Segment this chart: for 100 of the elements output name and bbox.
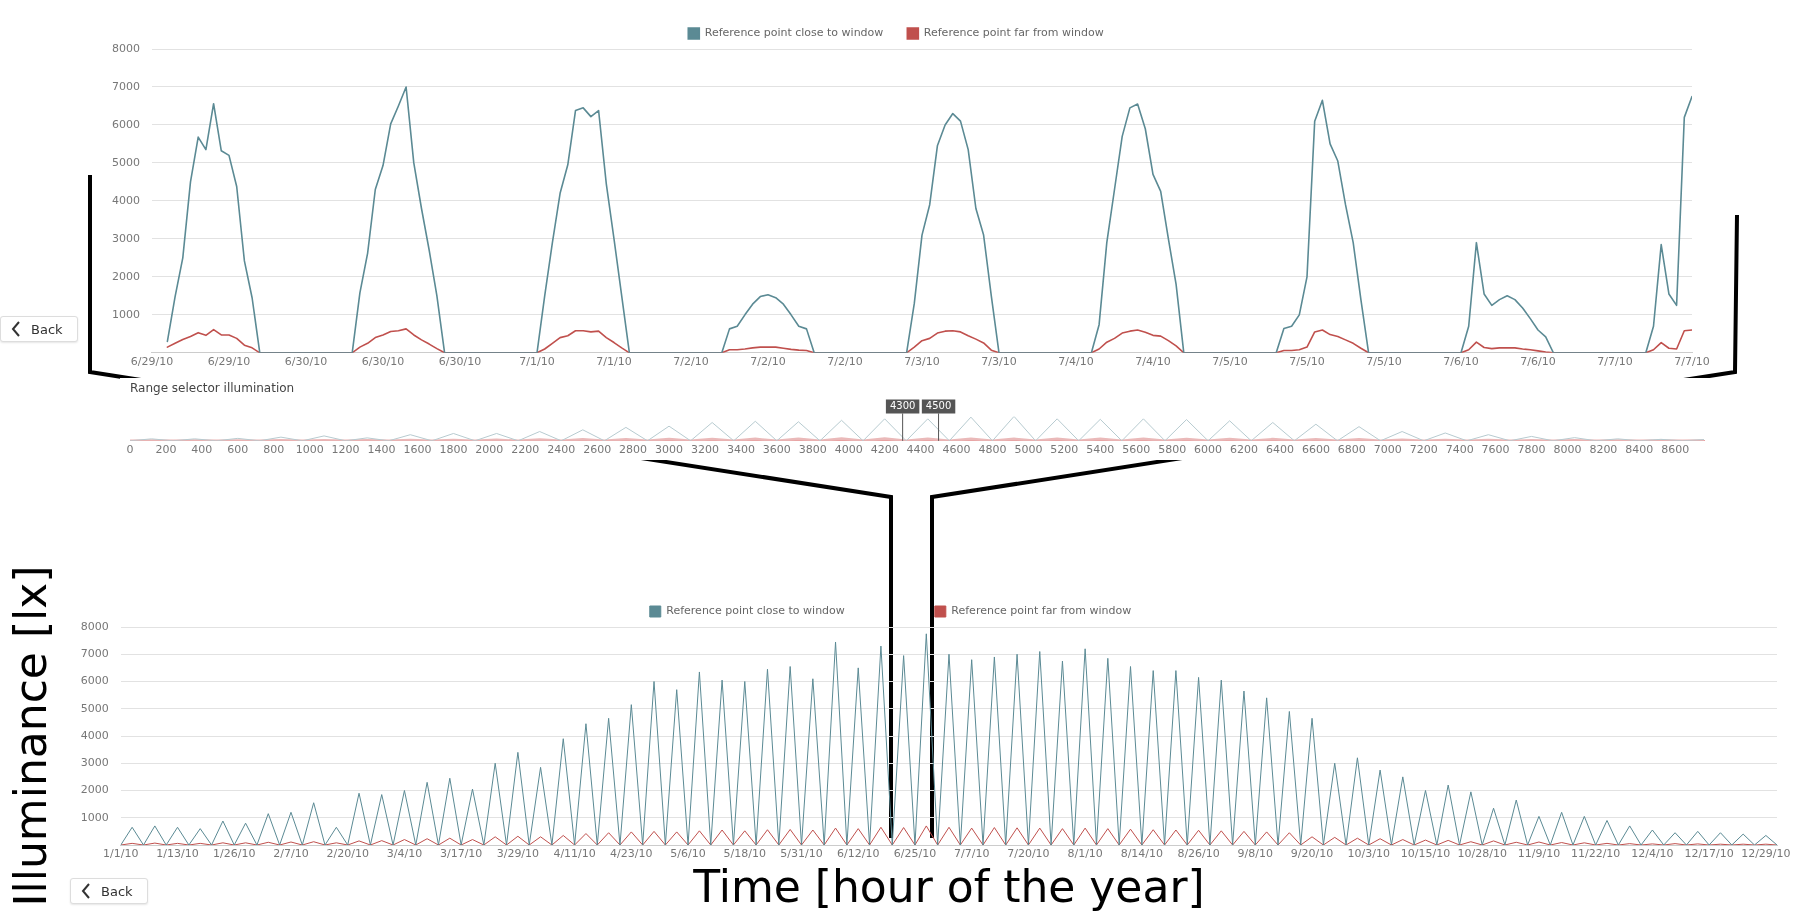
x-tick-label: 4400 <box>906 443 935 457</box>
x-tick-label: 9/20/10 <box>1290 847 1334 861</box>
x-tick-label: 6/12/10 <box>837 847 880 861</box>
x-tick-label: 7/6/10 <box>1443 355 1479 369</box>
x-tick-label: 6/29/10 <box>207 355 251 369</box>
x-tick-label: 8/26/10 <box>1177 847 1220 861</box>
x-tick-label: 8400 <box>1625 443 1654 457</box>
x-tick-label: 7/2/10 <box>827 355 863 369</box>
x-tick-label: 5/31/10 <box>780 847 823 861</box>
x-tick-label: 7/5/10 <box>1212 355 1248 369</box>
x-tick-label: 6800 <box>1337 443 1366 457</box>
x-tick-label: 2000 <box>475 443 504 457</box>
back-button: Back <box>0 316 78 342</box>
x-tick-label: 200 <box>155 443 177 457</box>
x-tick-label: 2200 <box>511 443 540 457</box>
x-tick-label: 7/6/10 <box>1520 355 1556 369</box>
legend-label: Reference point close to window <box>704 26 884 40</box>
x-tick-label: 5/18/10 <box>723 847 766 861</box>
x-tick-label: 6600 <box>1301 443 1330 457</box>
x-tick-label: 7/4/10 <box>1058 355 1094 369</box>
x-tick-label: 8/14/10 <box>1120 847 1164 861</box>
x-tick-label: 7600 <box>1481 443 1510 457</box>
x-tick-label: 11/9/10 <box>1517 847 1561 861</box>
x-tick-label: 7/7/10 <box>1597 355 1633 369</box>
x-tick-label: 12/17/10 <box>1684 847 1734 861</box>
x-tick-label: 1/13/10 <box>156 847 199 861</box>
x-tick-label: 9/8/10 <box>1237 847 1274 861</box>
x-tick-label: 8600 <box>1661 443 1690 457</box>
x-tick-label: 4800 <box>978 443 1007 457</box>
y-tick-label: 7000 <box>80 647 109 661</box>
x-tick-label: 3200 <box>690 443 719 457</box>
x-tick-label: 7/20/10 <box>1007 847 1050 861</box>
x-tick-label: 6/30/10 <box>284 355 328 369</box>
y-tick-label: 2000 <box>111 269 140 283</box>
x-tick-label: 1400 <box>367 443 396 457</box>
y-tick-label: 6000 <box>80 674 109 688</box>
x-tick-label: 12/4/10 <box>1631 847 1674 861</box>
x-tick-label: 4/23/10 <box>610 847 653 861</box>
x-tick-label: 10/28/10 <box>1457 847 1507 861</box>
x-tick-label: 6400 <box>1265 443 1294 457</box>
x-tick-label: 1600 <box>403 443 432 457</box>
x-tick-label: 400 <box>191 443 213 457</box>
x-tick-label: 2/7/10 <box>273 847 309 861</box>
x-tick-label: 7/2/10 <box>673 355 709 369</box>
x-tick-label: 7/3/10 <box>981 355 1017 369</box>
x-tick-label: 6000 <box>1194 443 1223 457</box>
x-tick-label: 3000 <box>655 443 684 457</box>
y-tick-label: 7000 <box>111 79 140 93</box>
x-tick-label: 600 <box>227 443 249 457</box>
x-tick-label: 5800 <box>1158 443 1187 457</box>
x-tick-label: 7200 <box>1409 443 1438 457</box>
x-tick-label: 3/29/10 <box>496 847 540 861</box>
x-tick-label: 1000 <box>295 443 324 457</box>
x-tick-label: 2/20/10 <box>326 847 369 861</box>
x-tick-label: 7/2/10 <box>750 355 786 369</box>
y-tick-label: 4000 <box>80 728 109 742</box>
y-axis-title: Illuminance [lx] <box>4 565 56 907</box>
x-tick-label: 5600 <box>1122 443 1151 457</box>
x-tick-label: 0 <box>126 443 134 457</box>
y-tick-label: 8000 <box>111 41 140 55</box>
x-tick-label: 3/4/10 <box>386 847 423 861</box>
x-tick-label: 6200 <box>1230 443 1259 457</box>
x-tick-label: 4000 <box>834 443 863 457</box>
x-tick-label: 4/11/10 <box>553 847 596 861</box>
y-tick-label: 6000 <box>111 117 140 131</box>
x-tick-label: 7/3/10 <box>904 355 940 369</box>
x-tick-label: 3400 <box>726 443 755 457</box>
x-tick-label: 11/22/10 <box>1570 847 1621 861</box>
x-tick-label: 7/1/10 <box>596 355 632 369</box>
x-tick-label: 3600 <box>762 443 791 457</box>
x-tick-label: 7400 <box>1445 443 1474 457</box>
x-tick-label: 5000 <box>1014 443 1043 457</box>
ref-line-label: 4300 <box>889 399 916 411</box>
y-tick-label: 2000 <box>80 783 109 797</box>
x-tick-label: 5/6/10 <box>670 847 706 861</box>
y-tick-label: 3000 <box>80 756 109 770</box>
x-axis-title: Time [hour of the year] <box>692 861 1205 913</box>
legend-label: Reference point close to window <box>666 604 845 618</box>
x-tick-label: 7/5/10 <box>1366 355 1402 369</box>
ref-line-label: 4500 <box>925 399 952 411</box>
y-tick-label: 5000 <box>111 155 140 169</box>
x-tick-label: 1800 <box>439 443 468 457</box>
x-tick-label: 1/1/10 <box>103 847 139 861</box>
y-tick-label: 4000 <box>111 193 140 207</box>
x-tick-label: 7/4/10 <box>1135 355 1171 369</box>
chart-title: Range selector illumination <box>130 381 295 396</box>
x-tick-label: 5400 <box>1086 443 1115 457</box>
x-tick-label: 12/29/10 <box>1741 847 1791 861</box>
x-tick-label: 6/25/10 <box>893 847 937 861</box>
legend-label: Reference point far from window <box>923 26 1104 40</box>
x-tick-label: 800 <box>263 443 285 457</box>
back-button: Back <box>70 878 148 904</box>
y-tick-label: 5000 <box>80 701 109 715</box>
y-tick-label: 8000 <box>80 619 109 633</box>
x-tick-label: 2400 <box>547 443 576 457</box>
x-tick-label: 7/1/10 <box>519 355 555 369</box>
x-tick-label: 8000 <box>1553 443 1582 457</box>
x-tick-label: 10/3/10 <box>1347 847 1390 861</box>
legend-label: Reference point far from window <box>951 604 1132 618</box>
x-tick-label: 10/15/10 <box>1400 847 1451 861</box>
